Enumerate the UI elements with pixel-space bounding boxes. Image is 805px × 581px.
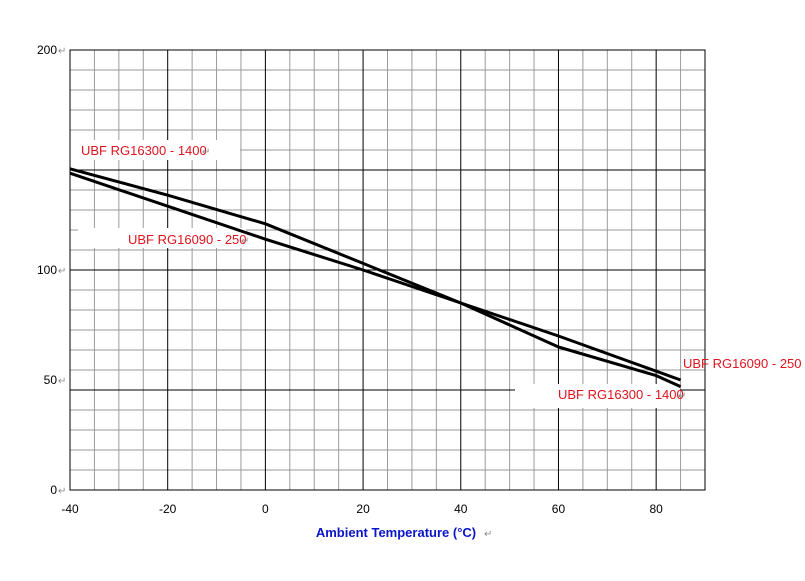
x-tick-label: 0 (262, 502, 269, 516)
y-tick-label: 0 (50, 483, 57, 497)
x-axis-label: Ambient Temperature (°C) (316, 525, 476, 540)
y-tick-label: 100 (37, 263, 57, 277)
series-line (69, 171, 682, 382)
label-background (78, 228, 246, 248)
series-label-rg16090-right: UBF RG16090 - 250 (683, 356, 802, 371)
x-tick-label: 40 (454, 502, 468, 516)
return-mark-icon: ↵ (58, 376, 66, 387)
plot-area-frame (69, 49, 706, 491)
series-label-rg16300-left: UBF RG16300 - 1400 (81, 143, 207, 158)
y-tick-label: 50 (44, 373, 58, 387)
x-tick-label: -40 (61, 502, 79, 516)
series-line (69, 167, 682, 388)
x-tick-label: 80 (649, 502, 663, 516)
return-mark-icon: ↵ (484, 529, 492, 540)
return-mark-icon: ↵ (58, 46, 66, 57)
x-tick-label: 60 (552, 502, 566, 516)
series-label-rg16300-right: UBF RG16300 - 1400 (558, 387, 684, 402)
x-tick-labels: -40 -20 0 20 40 60 80 (61, 502, 663, 516)
label-background (70, 140, 240, 160)
return-mark-icon: ↵ (241, 236, 249, 247)
label-backgrounds (70, 140, 680, 408)
series-lines (69, 167, 682, 388)
series-label-rg16090-left: UBF RG16090 - 250 (128, 232, 247, 247)
return-mark-icon: ↵ (58, 486, 66, 497)
label-background (515, 384, 680, 408)
return-mark-icon: ↵ (202, 147, 210, 158)
y-tick-labels: 0 ↵50 ↵100 ↵200 ↵ (37, 43, 66, 497)
y-tick-label: 200 (37, 43, 57, 57)
return-mark-icon: ↵ (58, 266, 66, 277)
return-mark-icon: ↵ (678, 391, 686, 402)
x-tick-label: -20 (159, 502, 177, 516)
x-tick-label: 20 (356, 502, 370, 516)
